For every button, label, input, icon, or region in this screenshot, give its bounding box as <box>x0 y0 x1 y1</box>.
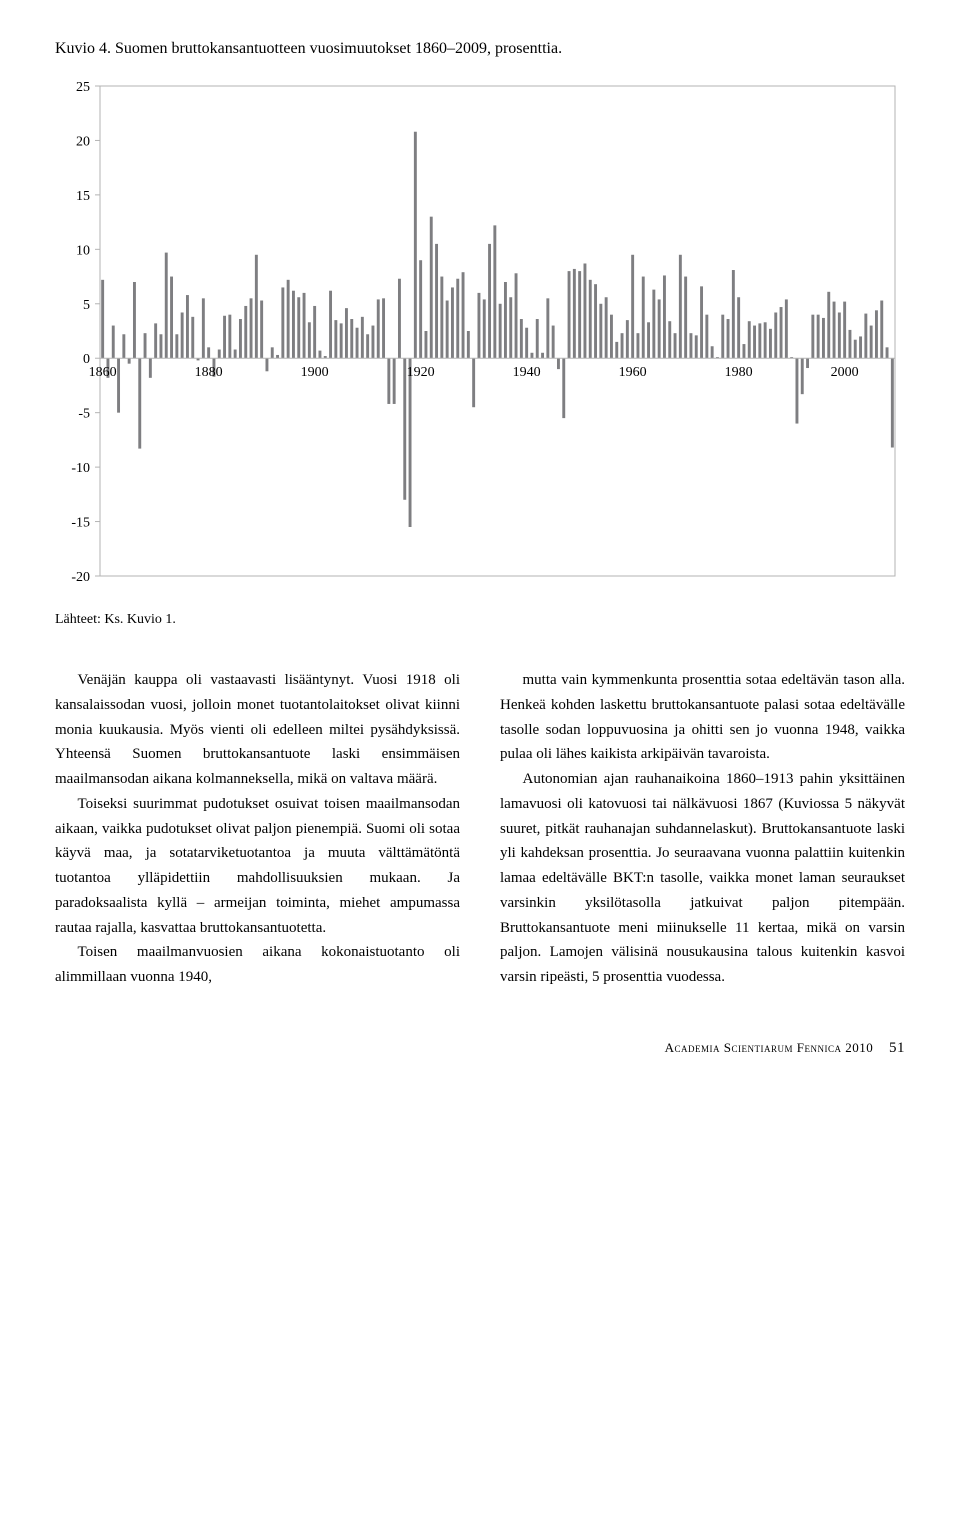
page-footer: Academia Scientiarum Fennica 2010 51 <box>55 1040 905 1057</box>
column-left: Venäjän kauppa oli vastaavasti lisääntyn… <box>55 668 460 990</box>
page-number: 51 <box>889 1040 905 1056</box>
svg-text:2000: 2000 <box>831 365 859 380</box>
svg-text:1860: 1860 <box>89 365 117 380</box>
svg-text:-10: -10 <box>71 461 90 476</box>
svg-text:20: 20 <box>76 134 90 149</box>
svg-text:1980: 1980 <box>725 365 753 380</box>
svg-text:25: 25 <box>76 80 90 95</box>
body-paragraph: Venäjän kauppa oli vastaavasti lisääntyn… <box>55 668 460 792</box>
svg-text:10: 10 <box>76 243 90 258</box>
svg-text:15: 15 <box>76 189 90 204</box>
body-paragraph: Autonomian ajan rauhanaikoina 1860–1913 … <box>500 767 905 990</box>
chart-container: -20-15-10-505101520251860188019001920194… <box>55 76 905 606</box>
svg-text:5: 5 <box>83 298 90 313</box>
svg-text:1880: 1880 <box>195 365 223 380</box>
svg-text:1900: 1900 <box>301 365 329 380</box>
svg-text:1920: 1920 <box>407 365 435 380</box>
column-right: mutta vain kymmenkunta prosenttia sotaa … <box>500 668 905 990</box>
body-paragraph: mutta vain kymmenkunta prosenttia sotaa … <box>500 668 905 767</box>
body-text: Venäjän kauppa oli vastaavasti lisääntyn… <box>55 668 905 990</box>
body-paragraph: Toisen maailmanvuosien aikana kokonaistu… <box>55 940 460 990</box>
chart-title: Kuvio 4. Suomen bruttokansantuotteen vuo… <box>55 40 905 58</box>
body-paragraph: Toiseksi suurimmat pudotukset osuivat to… <box>55 792 460 941</box>
svg-text:-20: -20 <box>71 570 90 585</box>
svg-text:1940: 1940 <box>513 365 541 380</box>
gdp-bar-chart: -20-15-10-505101520251860188019001920194… <box>55 76 905 606</box>
svg-text:-5: -5 <box>78 407 90 422</box>
svg-text:1960: 1960 <box>619 365 647 380</box>
publication-name: Academia Scientiarum Fennica 2010 <box>665 1040 874 1055</box>
chart-source: Lähteet: Ks. Kuvio 1. <box>55 612 905 628</box>
svg-text:-15: -15 <box>71 516 90 531</box>
